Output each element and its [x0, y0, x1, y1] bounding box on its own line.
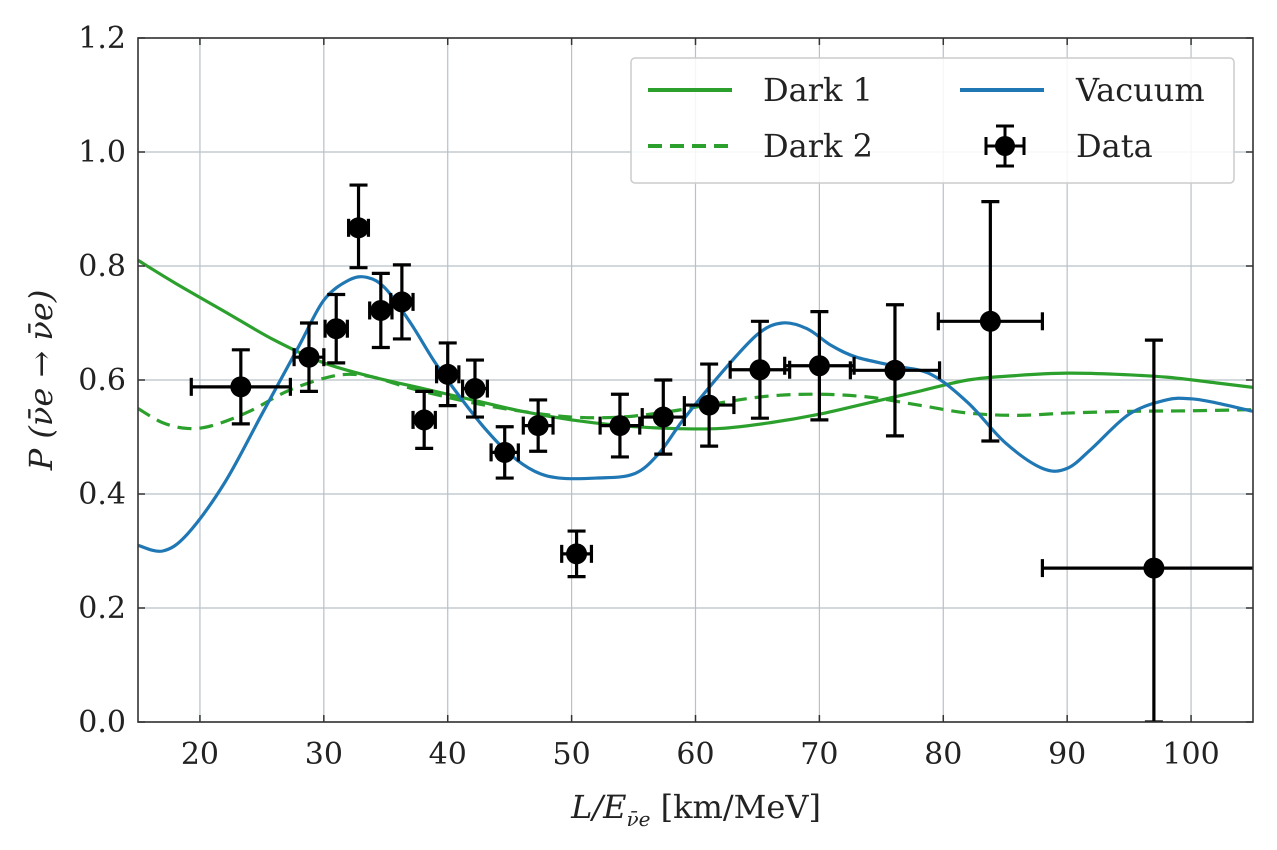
x-axis-title-unit: [km/MeV] — [661, 788, 821, 826]
data-marker — [348, 217, 370, 239]
x-tick-label: 100 — [1162, 737, 1219, 772]
data-points — [189, 183, 1253, 722]
legend: Dark 1 Dark 2 Vacuum Data — [630, 57, 1235, 184]
data-point — [936, 199, 1044, 443]
y-tick-label: 1.2 — [78, 21, 126, 56]
data-marker — [298, 346, 320, 368]
y-axis-title-main: P — [22, 448, 60, 471]
data-marker — [652, 406, 674, 428]
data-point — [489, 425, 520, 480]
data-marker — [749, 359, 771, 381]
x-tick-label: 70 — [800, 737, 838, 772]
x-tick-label: 20 — [181, 737, 219, 772]
data-marker — [230, 376, 252, 398]
data-point — [560, 529, 594, 579]
data-marker — [698, 394, 720, 416]
data-marker — [808, 355, 830, 377]
y-axis-title-space — [22, 439, 60, 449]
data-marker — [884, 359, 906, 381]
y-tick-label: 1.0 — [78, 135, 126, 170]
series-line-dark-1 — [138, 258, 1253, 431]
data-marker — [609, 415, 631, 437]
data-marker — [437, 363, 459, 385]
data-point — [783, 310, 856, 422]
x-tick-label: 30 — [305, 737, 343, 772]
legend-box — [630, 57, 1235, 184]
legend-label-dark-2: Dark 2 — [763, 127, 873, 165]
legend-label-data: Data — [1076, 127, 1153, 165]
data-marker — [370, 299, 392, 321]
tick-labels: 20 30 40 50 60 70 80 90 100 0.0 0.2 0.4 0.6 0.8 1.0 1.2 — [78, 21, 1253, 772]
data-point — [848, 303, 942, 438]
data-point — [521, 398, 555, 453]
data-point — [728, 319, 792, 420]
y-tick-label: 0.6 — [78, 363, 126, 398]
y-axis-title-argument: (ν̄e → ν̄e) — [22, 290, 60, 439]
data-marker — [566, 543, 588, 565]
data-point — [1040, 338, 1253, 722]
legend-label-vacuum: Vacuum — [1075, 71, 1205, 109]
data-marker — [1143, 557, 1165, 579]
data-marker — [494, 441, 516, 463]
x-axis-title-space — [650, 788, 660, 826]
data-point — [189, 348, 292, 426]
x-tick-label: 80 — [924, 737, 962, 772]
data-point — [347, 183, 371, 270]
data-point — [682, 362, 736, 448]
data-marker — [413, 409, 435, 431]
x-tick-label: 90 — [1048, 737, 1086, 772]
data-marker — [979, 310, 1001, 332]
x-tick-label: 50 — [553, 737, 591, 772]
data-point — [368, 271, 394, 350]
data-point — [460, 358, 489, 419]
y-tick-label: 0.2 — [78, 591, 126, 626]
y-tick-label: 0.0 — [78, 705, 126, 740]
data-point — [434, 341, 461, 408]
data-point — [292, 321, 326, 393]
data-marker — [527, 415, 549, 437]
x-tick-label: 60 — [676, 737, 714, 772]
data-marker — [464, 378, 486, 400]
data-marker — [391, 291, 413, 313]
y-tick-label: 0.4 — [78, 477, 126, 512]
y-axis-title: P (ν̄e → ν̄e) — [22, 290, 60, 472]
data-marker — [325, 318, 347, 340]
legend-swatch-data — [984, 124, 1026, 168]
x-axis-title: L/Eν̄e [km/MeV] — [570, 788, 821, 831]
x-tick-label: 40 — [429, 737, 467, 772]
data-point — [389, 263, 415, 341]
x-axis-title-subscript: ν̄e — [626, 807, 650, 831]
series-line-dark-2 — [138, 372, 1253, 431]
data-point — [323, 292, 349, 365]
data-point — [411, 389, 437, 450]
legend-label-dark-1: Dark 1 — [763, 71, 873, 109]
data-point — [640, 378, 686, 456]
y-tick-label: 0.8 — [78, 249, 126, 284]
x-axis-title-main: L/E — [570, 788, 626, 826]
data-point — [598, 392, 642, 459]
